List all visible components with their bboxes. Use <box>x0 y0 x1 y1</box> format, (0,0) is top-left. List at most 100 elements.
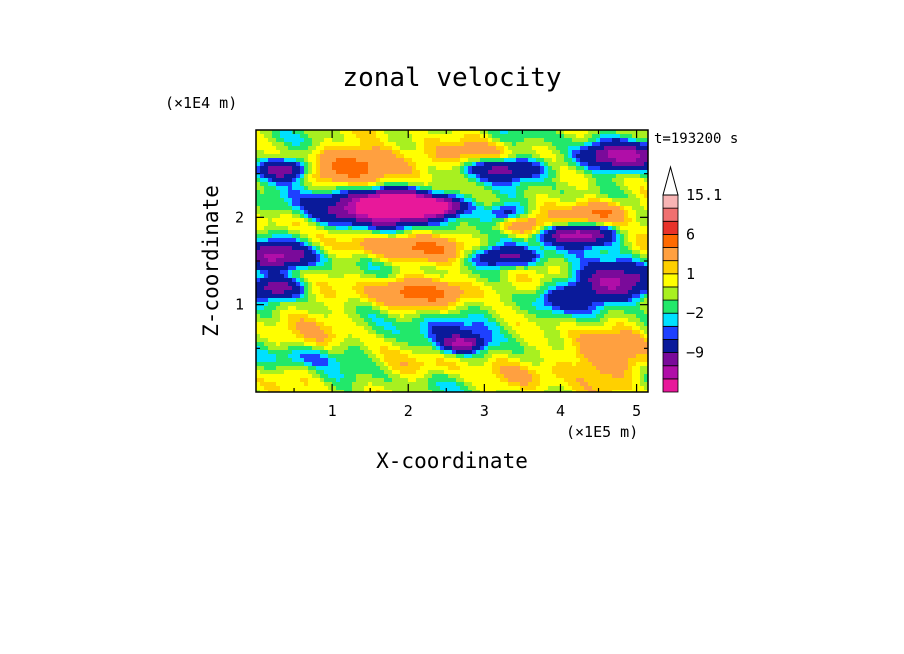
heatmap-cell <box>492 154 496 158</box>
heatmap-cell <box>592 318 596 322</box>
heatmap-cell <box>476 322 480 326</box>
heatmap-cell <box>380 266 384 270</box>
heatmap-cell <box>300 166 304 170</box>
heatmap-cell <box>424 230 428 234</box>
heatmap-cell <box>604 310 608 314</box>
heatmap-cell <box>600 190 604 194</box>
heatmap-cell <box>460 246 464 250</box>
heatmap-cell <box>628 242 632 246</box>
heatmap-cell <box>584 250 588 254</box>
heatmap-cell <box>640 202 644 206</box>
heatmap-cell <box>644 230 648 234</box>
heatmap-cell <box>416 198 420 202</box>
heatmap-cell <box>352 258 356 262</box>
heatmap-cell <box>328 298 332 302</box>
heatmap-cell <box>304 302 308 306</box>
heatmap-cell <box>376 158 380 162</box>
heatmap-cell <box>588 242 592 246</box>
heatmap-cell <box>576 166 580 170</box>
heatmap-cell <box>512 174 516 178</box>
heatmap-cell <box>404 194 408 198</box>
heatmap-cell <box>588 230 592 234</box>
heatmap-cell <box>628 178 632 182</box>
heatmap-cell <box>484 150 488 154</box>
heatmap-cell <box>520 174 524 178</box>
heatmap-cell <box>320 218 324 222</box>
heatmap-cell <box>440 186 444 190</box>
heatmap-cell <box>428 202 432 206</box>
heatmap-cell <box>592 250 596 254</box>
heatmap-cell <box>524 130 528 134</box>
heatmap-cell <box>460 186 464 190</box>
heatmap-cell <box>392 242 396 246</box>
heatmap-cell <box>280 262 284 266</box>
heatmap-cell <box>316 222 320 226</box>
heatmap-cell <box>584 330 588 334</box>
heatmap-cell <box>492 190 496 194</box>
heatmap-cell <box>536 298 540 302</box>
heatmap-cell <box>608 150 612 154</box>
heatmap-cell <box>520 210 524 214</box>
heatmap-cell <box>532 298 536 302</box>
heatmap-cell <box>528 218 532 222</box>
heatmap-cell <box>304 314 308 318</box>
heatmap-cell <box>364 310 368 314</box>
heatmap-cell <box>368 250 372 254</box>
heatmap-cell <box>372 230 376 234</box>
heatmap-cell <box>320 174 324 178</box>
heatmap-cell <box>404 262 408 266</box>
heatmap-cell <box>608 326 612 330</box>
heatmap-cell <box>504 254 508 258</box>
heatmap-cell <box>332 250 336 254</box>
heatmap-cell <box>512 254 516 258</box>
heatmap-cell <box>520 282 524 286</box>
heatmap-cell <box>452 230 456 234</box>
heatmap-cell <box>612 282 616 286</box>
heatmap-cell <box>444 230 448 234</box>
heatmap-cell <box>588 194 592 198</box>
heatmap-cell <box>328 310 332 314</box>
heatmap-cell <box>384 254 388 258</box>
heatmap-cell <box>456 238 460 242</box>
heatmap-cell <box>396 226 400 230</box>
heatmap-cell <box>532 238 536 242</box>
heatmap-cell <box>380 194 384 198</box>
heatmap-cell <box>620 130 624 134</box>
heatmap-cell <box>360 266 364 270</box>
heatmap-cell <box>480 242 484 246</box>
heatmap-cell <box>384 130 388 134</box>
heatmap-cell <box>568 242 572 246</box>
heatmap-cell <box>260 230 264 234</box>
heatmap-cell <box>572 174 576 178</box>
heatmap-cell <box>352 134 356 138</box>
heatmap-cell <box>484 198 488 202</box>
heatmap-cell <box>420 202 424 206</box>
heatmap-cell <box>484 186 488 190</box>
heatmap-cell <box>336 194 340 198</box>
heatmap-cell <box>268 186 272 190</box>
heatmap-cell <box>444 326 448 330</box>
heatmap-cell <box>260 142 264 146</box>
heatmap-cell <box>316 310 320 314</box>
heatmap-cell <box>328 178 332 182</box>
heatmap-cell <box>276 162 280 166</box>
heatmap-cell <box>492 306 496 310</box>
heatmap-cell <box>392 202 396 206</box>
heatmap-cell <box>312 250 316 254</box>
heatmap-cell <box>596 178 600 182</box>
heatmap-cell <box>552 266 556 270</box>
heatmap-cell <box>540 190 544 194</box>
heatmap-cell <box>596 142 600 146</box>
heatmap-cell <box>464 258 468 262</box>
heatmap-cell <box>288 298 292 302</box>
heatmap-cell <box>412 318 416 322</box>
heatmap-cell <box>520 186 524 190</box>
heatmap-cell <box>500 154 504 158</box>
heatmap-cell <box>312 326 316 330</box>
heatmap-cell <box>396 162 400 166</box>
heatmap-cell <box>564 170 568 174</box>
heatmap-cell <box>436 286 440 290</box>
heatmap-cell <box>608 230 612 234</box>
heatmap-cell <box>472 306 476 310</box>
heatmap-cell <box>396 202 400 206</box>
